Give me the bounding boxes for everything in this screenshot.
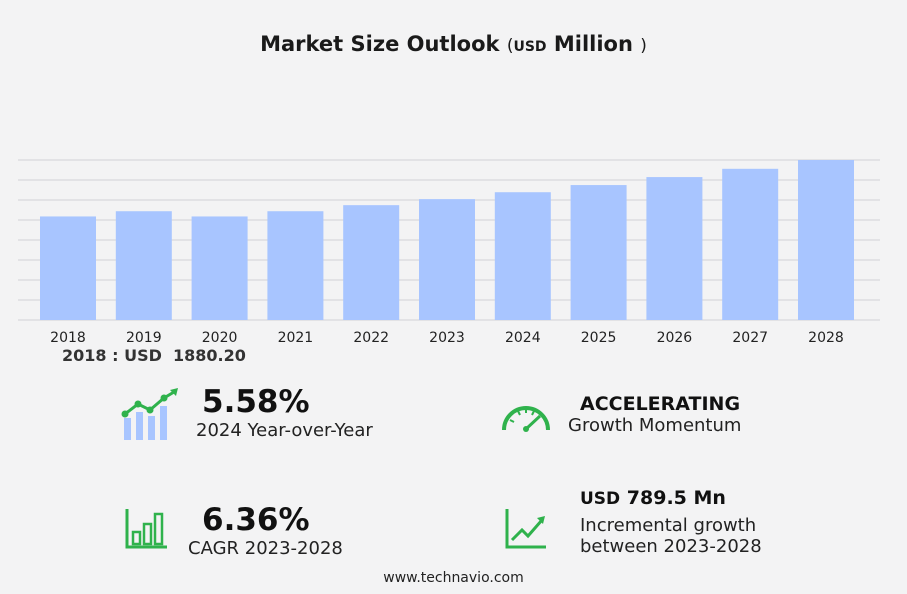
x-tick-label: 2024	[505, 330, 541, 346]
bar-2019	[115, 211, 172, 320]
bar-2022	[343, 205, 400, 320]
stat-cagr: 6.36% CAGR 2023-2028	[188, 502, 343, 559]
footer-url: www.technavio.com	[383, 570, 524, 586]
bar-2028	[798, 160, 854, 320]
x-tick-label: 2027	[732, 330, 768, 346]
bar-2023	[419, 199, 475, 320]
title-main: Market Size Outlook	[260, 32, 500, 56]
chart-bars	[40, 160, 854, 320]
cagr-value: 6.36%	[202, 502, 310, 538]
bar-2024	[494, 192, 551, 320]
x-tick-label: 2023	[429, 330, 465, 346]
incremental-label-2: between 2023-2028	[580, 536, 762, 557]
speedometer-icon	[502, 406, 550, 432]
x-tick-label: 2019	[126, 330, 162, 346]
momentum-value: ACCELERATING	[580, 393, 741, 415]
incremental-unit: USD	[580, 489, 621, 509]
bar-chart-icon	[125, 509, 167, 549]
bar-2027	[722, 168, 779, 320]
stat-momentum: ACCELERATING Growth Momentum	[568, 393, 741, 436]
bar-2026	[646, 177, 703, 320]
base-year-label: 2018 : USD 1880.20	[62, 346, 246, 365]
incremental-value: 789.5 Mn	[626, 487, 726, 509]
yoy-value: 5.58%	[202, 384, 310, 420]
x-tick-label: 2018	[50, 330, 86, 346]
title-paren-close: )	[640, 36, 647, 56]
bar-chart: 2018 2019 2020 2021 2022 2023 2024 2025 2026 2027…	[18, 159, 880, 346]
title-unit: USD	[513, 39, 547, 55]
x-tick-label: 2022	[353, 330, 389, 346]
x-tick-label: 2028	[808, 330, 844, 346]
chart-x-tick-labels: 2018 2019 2020 2021 2022 2023 2024 2025 2026 2027…	[50, 330, 844, 346]
momentum-label: Growth Momentum	[568, 415, 742, 436]
title-scale: Million	[553, 32, 633, 56]
yoy-label: 2024 Year-over-Year	[196, 420, 373, 441]
bar-2018	[40, 216, 96, 320]
title-paren-open: (	[506, 36, 514, 56]
stat-incremental: USD 789.5 Mn Incremental growth between …	[580, 487, 762, 557]
bar-2025	[570, 185, 627, 320]
x-tick-label: 2026	[657, 330, 693, 346]
chart-title: Market Size Outlook (USD Million )	[0, 32, 907, 56]
growth-chart-icon	[121, 388, 178, 440]
bar-2020	[191, 216, 248, 320]
x-tick-label: 2020	[202, 330, 238, 346]
x-tick-label: 2025	[581, 330, 617, 346]
bar-2021	[267, 211, 324, 320]
trend-line-icon	[505, 509, 546, 549]
x-tick-label: 2021	[278, 330, 314, 346]
incremental-label-1: Incremental growth	[580, 515, 757, 536]
stat-yoy: 5.58% 2024 Year-over-Year	[196, 384, 373, 441]
cagr-label: CAGR 2023-2028	[188, 538, 343, 559]
